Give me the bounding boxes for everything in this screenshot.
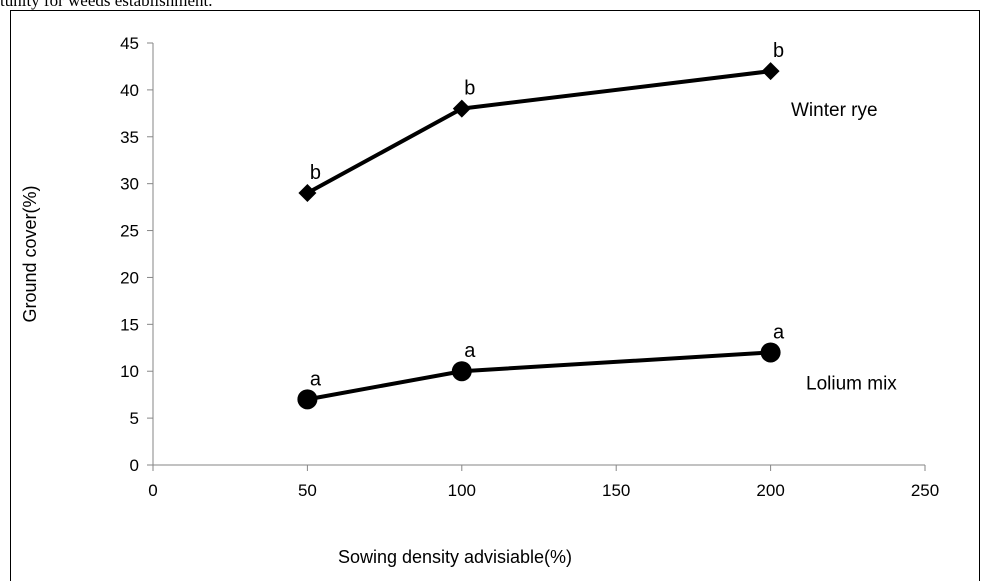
x-tick-label: 0	[148, 481, 157, 500]
series-label: Lolium mix	[806, 373, 897, 394]
caption-fragment: tunity for weeds establishment.	[0, 0, 213, 10]
data-point	[452, 99, 471, 118]
y-tick-label: 10	[120, 362, 139, 381]
point-label: b	[464, 78, 475, 100]
y-tick-label: 25	[120, 222, 139, 241]
y-tick-label: 40	[120, 81, 139, 100]
x-axis-title: Sowing density advisiable(%)	[338, 547, 572, 567]
y-tick-label: 20	[120, 268, 139, 287]
y-tick-label: 0	[130, 456, 139, 475]
y-tick-label: 35	[120, 128, 139, 147]
y-tick-label: 15	[120, 315, 139, 334]
x-tick-labels: 0 50 100 150 200 250	[148, 481, 939, 500]
point-label: b	[773, 40, 784, 62]
data-point	[760, 342, 781, 363]
data-point	[298, 184, 317, 203]
y-tick-label: 45	[120, 34, 139, 53]
point-label: b	[310, 162, 321, 184]
x-tick-label: 150	[602, 481, 630, 500]
y-axis-title: Ground cover(%)	[20, 185, 40, 322]
x-tick-label: 50	[298, 481, 317, 500]
chart-frame	[10, 10, 980, 581]
series-label: Winter rye	[791, 100, 878, 121]
y-tick-label: 5	[130, 409, 139, 428]
axes	[147, 42, 926, 471]
y-tick-labels: 0 5 10 15 20 25 30 35 40 45	[120, 34, 139, 475]
series-line	[307, 350, 771, 402]
data-point	[297, 389, 318, 410]
point-label: a	[310, 368, 322, 390]
x-tick-label: 200	[756, 481, 784, 500]
y-tick-label: 30	[120, 175, 139, 194]
series-group: b b b Winter rye a a a Lolium mix	[297, 40, 897, 410]
data-point	[451, 361, 472, 382]
point-label: a	[773, 321, 785, 343]
data-point	[761, 62, 780, 81]
series-line	[306, 69, 771, 195]
x-tick-label: 100	[448, 481, 476, 500]
x-tick-label: 250	[911, 481, 939, 500]
point-label: a	[464, 340, 476, 362]
